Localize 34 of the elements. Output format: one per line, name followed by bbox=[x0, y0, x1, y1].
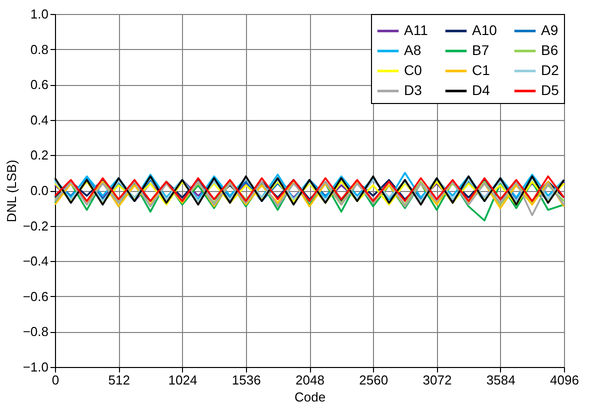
legend-label: B6 bbox=[541, 42, 558, 58]
x-tick-label: 2048 bbox=[296, 372, 324, 388]
y-tick-label: 0.2 bbox=[30, 148, 48, 163]
y-tick-label: −0.4 bbox=[22, 254, 48, 269]
legend-label: C1 bbox=[472, 62, 490, 78]
y-tick-label: 0.8 bbox=[30, 42, 48, 57]
y-tick-label: −0.8 bbox=[22, 324, 48, 340]
legend-label: A10 bbox=[472, 22, 498, 38]
x-tick-label: 2560 bbox=[359, 372, 388, 388]
x-tick-label: 4096 bbox=[550, 372, 579, 388]
x-axis-title: Code bbox=[294, 390, 326, 404]
x-tick-label: 3072 bbox=[422, 372, 452, 388]
legend-label: B7 bbox=[472, 42, 490, 58]
y-tick-label: 0.0 bbox=[30, 183, 48, 198]
y-tick-label: −0.6 bbox=[22, 288, 48, 304]
x-tick-label: 512 bbox=[108, 372, 130, 388]
x-tick-label: 0 bbox=[52, 372, 60, 388]
x-tick-label: 1024 bbox=[168, 372, 198, 388]
legend-label: A11 bbox=[404, 22, 428, 38]
y-tick-label: 1.0 bbox=[30, 6, 48, 22]
legend-label: D3 bbox=[404, 82, 422, 98]
y-tick-label: 0.6 bbox=[30, 77, 48, 92]
y-axis-title: DNL (LSB) bbox=[4, 160, 19, 222]
y-tick-label: −0.2 bbox=[22, 218, 48, 234]
legend-label: C0 bbox=[404, 62, 422, 78]
legend-label: A8 bbox=[404, 42, 422, 58]
x-tick-label: 3584 bbox=[486, 372, 516, 388]
legend-label: D5 bbox=[541, 82, 560, 98]
legend-label: A9 bbox=[541, 22, 558, 38]
legend-label: D2 bbox=[541, 62, 560, 78]
legend-label: D4 bbox=[472, 82, 490, 98]
y-tick-label: 0.4 bbox=[30, 112, 48, 128]
x-tick-label: 1536 bbox=[232, 372, 261, 388]
y-tick-label: −1.0 bbox=[22, 360, 48, 374]
